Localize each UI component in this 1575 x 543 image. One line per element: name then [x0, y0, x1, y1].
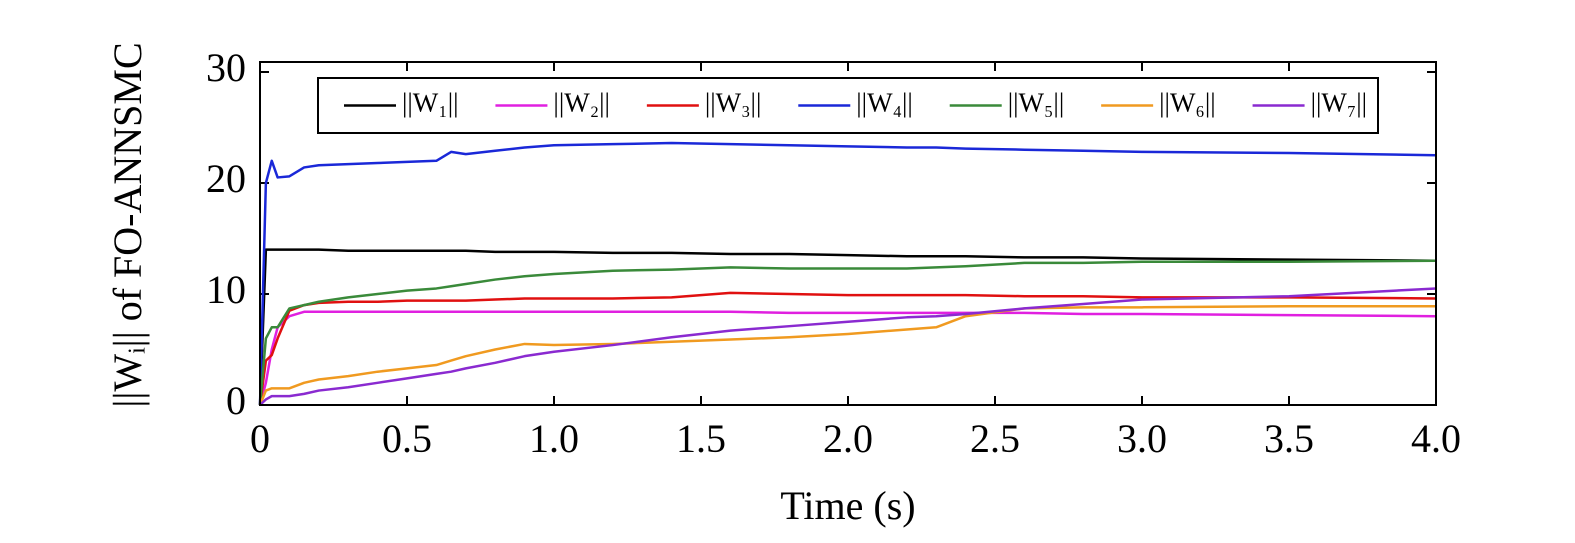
legend-label: ||W₅||: [1008, 88, 1065, 118]
plot-frame: [259, 61, 1437, 406]
x-tick-label: 1.0: [529, 416, 579, 461]
y-tick-label: 30: [206, 45, 246, 90]
series-line: [258, 291, 1437, 406]
x-tick-label: 2.5: [970, 416, 1020, 461]
x-tick-label: 0: [250, 416, 270, 461]
legend-label: ||W₆||: [1159, 88, 1216, 118]
legend-label: ||W₃||: [705, 88, 762, 118]
series-line: [258, 141, 1437, 406]
series-line: [258, 310, 1437, 406]
legend-label: ||W₁||: [402, 88, 459, 118]
series-line: [258, 259, 1437, 406]
series-line: [259, 287, 1437, 406]
y-tick-label: 20: [206, 156, 246, 201]
series-line: [258, 248, 1437, 406]
y-axis-label: ||Wᵢ|| of FO-ANNSMC: [105, 42, 150, 407]
x-tick-label: 4.0: [1411, 416, 1461, 461]
legend-label: ||W₇||: [1311, 88, 1368, 118]
y-tick-label: 10: [206, 267, 246, 312]
legend-label: ||W₂||: [553, 88, 610, 118]
x-axis-label: Time (s): [780, 483, 915, 528]
x-tick-label: 3.0: [1117, 416, 1167, 461]
legend-label: ||W₄||: [856, 88, 913, 118]
series-line: [258, 304, 1436, 406]
x-tick-label: 1.5: [676, 416, 726, 461]
x-tick-label: 3.5: [1264, 416, 1314, 461]
y-tick-label: 0: [226, 378, 246, 423]
x-tick-label: 2.0: [823, 416, 873, 461]
x-tick-label: 0.5: [382, 416, 432, 461]
